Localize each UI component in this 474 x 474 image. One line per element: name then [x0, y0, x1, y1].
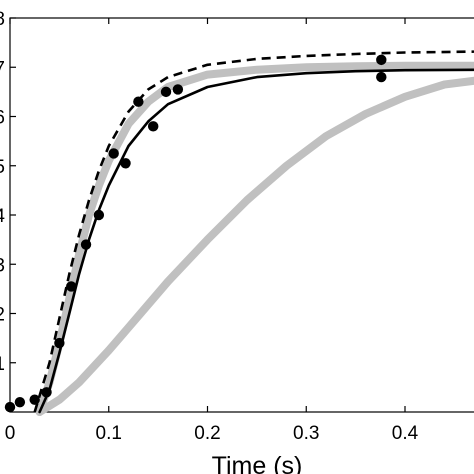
points-layer	[4, 54, 387, 413]
y-tick-label: 5	[0, 157, 5, 178]
data-point	[80, 239, 92, 250]
data-point	[29, 394, 40, 405]
x-tick-label: 0.3	[293, 423, 319, 444]
y-tick-labels: 1 2 3 4 5 6 7 8	[0, 9, 5, 375]
data-point	[14, 396, 26, 408]
data-point	[160, 86, 172, 98]
series-layer	[33, 50, 474, 416]
data-point	[376, 54, 387, 66]
data-point	[120, 158, 131, 169]
y-tick-label: 6	[0, 108, 5, 129]
y-tick-label: 2	[0, 305, 5, 326]
data-point	[147, 121, 159, 132]
data-point	[4, 401, 16, 413]
y-tick-marks	[10, 17, 16, 364]
y-tick-label: 7	[0, 58, 5, 79]
series-line-2	[35, 61, 474, 416]
data-point	[66, 281, 77, 292]
x-tick-label: 0.2	[194, 423, 220, 444]
series-line-3	[33, 50, 474, 413]
series-line-1	[35, 76, 474, 416]
data-point	[172, 84, 184, 95]
x-tick-label: 0.4	[392, 423, 419, 444]
y-tick-label: 4	[0, 206, 5, 227]
data-point	[376, 71, 387, 83]
y-tick-label: 1	[0, 354, 5, 375]
y-tick-label: 3	[0, 255, 5, 276]
x-tick-label: 0	[5, 423, 16, 444]
series-line-4	[38, 68, 474, 414]
x-axis-title: Time (s)	[212, 452, 303, 474]
plot-frame	[9, 17, 474, 413]
data-point	[93, 209, 105, 221]
x-tick-label: 0.1	[96, 423, 122, 444]
x-tick-marks	[9, 18, 406, 412]
x-tick-labels: 0 0.1 0.2 0.3 0.4	[5, 423, 419, 444]
data-point	[54, 337, 65, 349]
data-point	[41, 387, 52, 398]
data-point	[133, 96, 144, 107]
data-point	[108, 148, 119, 159]
y-tick-label: 8	[0, 9, 5, 30]
